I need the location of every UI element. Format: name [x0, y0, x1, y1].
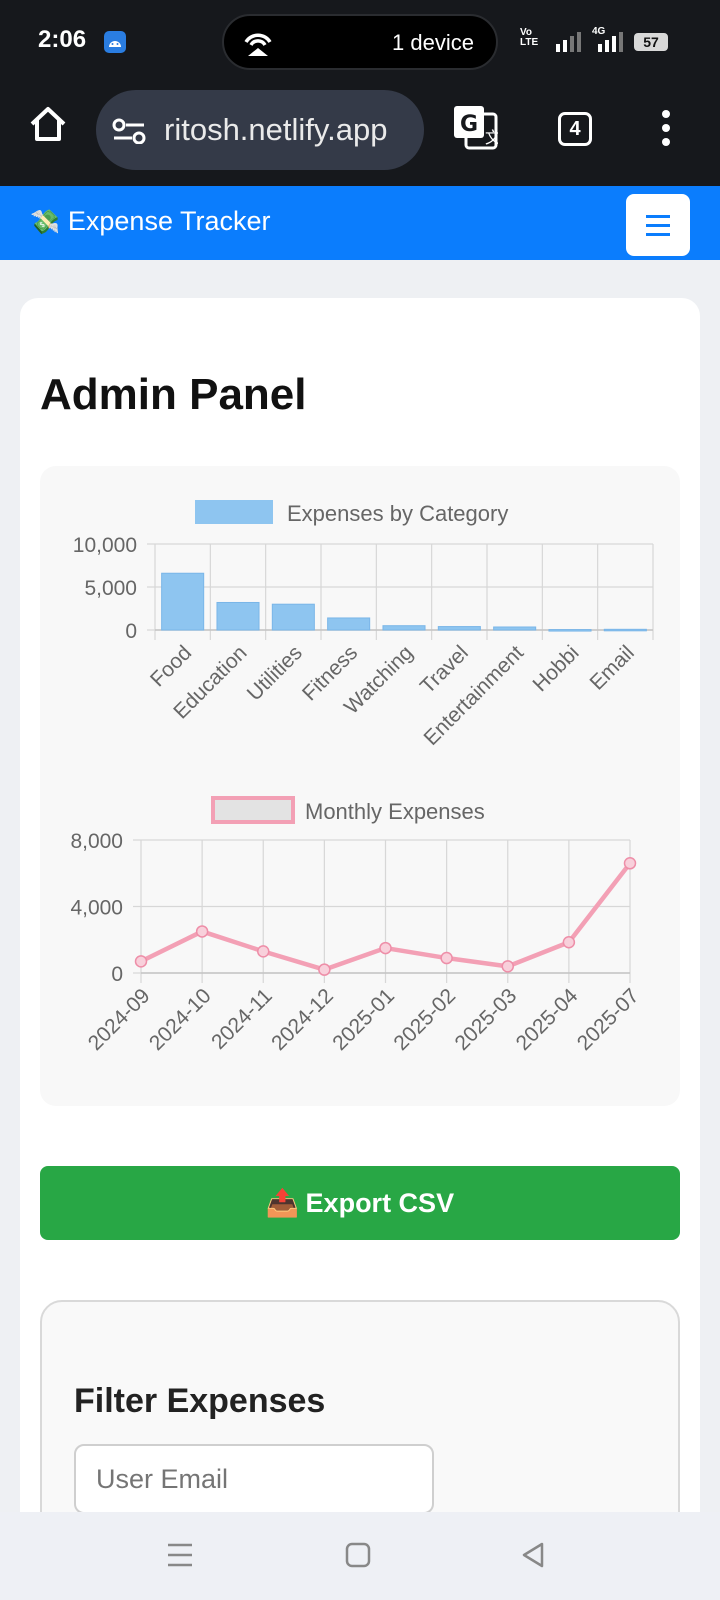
translate-icon[interactable]: G 文 [452, 104, 498, 150]
x-tick-label: 2025-01 [328, 984, 399, 1055]
y-tick-label: 10,000 [73, 534, 137, 557]
bar [603, 628, 647, 632]
x-tick-label: Hobbi [528, 641, 583, 696]
signal-icon [556, 32, 581, 52]
data-point [562, 935, 576, 949]
browser-toolbar: ritosh.netlify.app G 文 4 [0, 82, 720, 186]
bar [437, 626, 481, 631]
data-point [623, 857, 637, 870]
bar [271, 603, 315, 631]
bar [216, 601, 260, 631]
home-icon[interactable] [28, 104, 68, 144]
legend-swatch [211, 796, 295, 824]
legend-label: Expenses by Category [287, 501, 508, 526]
volte-indicator: Vo LTE [520, 28, 538, 48]
user-email-input[interactable] [74, 1444, 434, 1514]
hamburger-icon [646, 215, 670, 218]
data-point [134, 955, 148, 968]
money-icon: 💸 [30, 209, 60, 236]
address-bar[interactable]: ritosh.netlify.app [96, 90, 424, 170]
x-tick-label: 2025-02 [389, 984, 460, 1055]
status-time: 2:06 [38, 26, 87, 53]
volte-label: Vo [520, 27, 533, 38]
bar [161, 572, 205, 631]
bar [327, 617, 371, 631]
export-label: Export CSV [305, 1188, 455, 1218]
back-icon[interactable] [520, 1541, 546, 1569]
tabs-icon[interactable]: 4 [558, 112, 592, 146]
brand[interactable]: 💸 Expense Tracker [30, 206, 270, 237]
x-tick-label: 2024-11 [207, 984, 277, 1054]
brand-title: Expense Tracker [67, 206, 271, 236]
data-point [195, 925, 209, 938]
url-text: ritosh.netlify.app [164, 112, 388, 147]
4g-label: 4G [592, 26, 606, 37]
x-tick-label: Entertainment [419, 641, 528, 750]
more-icon[interactable] [662, 110, 672, 152]
x-tick-label: Utilities [243, 641, 307, 705]
admin-card: Admin Panel Expenses by Category 10,000 5,… [20, 298, 700, 1600]
navbar-toggle-button[interactable] [626, 194, 690, 256]
x-tick-label: 2025-03 [451, 984, 522, 1055]
x-tick-label: 2024-09 [84, 984, 155, 1055]
x-tick-label: 2024-10 [145, 984, 216, 1055]
filter-title: Filter Expenses [74, 1382, 326, 1420]
x-tick-label: 2025-07 [573, 984, 644, 1055]
x-tick-label: Food [146, 641, 196, 691]
lte-label: LTE [520, 37, 539, 48]
bar [493, 626, 537, 631]
y-tick-label: 5,000 [84, 577, 137, 600]
legend-label: Monthly Expenses [305, 799, 485, 824]
export-csv-button[interactable]: 📤 Export CSV [40, 1166, 680, 1240]
hotspot-device-count: 1 device [392, 30, 474, 55]
hotspot-pill[interactable]: 1 device [222, 14, 498, 70]
hamburger-line [646, 224, 670, 227]
bar [548, 629, 592, 632]
bar [382, 625, 426, 631]
y-tick-label: 8,000 [70, 830, 123, 853]
status-bar: 2:06 1 device Vo LTE 4G 57 [0, 0, 720, 82]
battery-indicator: 57 [634, 33, 668, 51]
site-settings-icon[interactable] [112, 118, 146, 144]
svg-text:文: 文 [485, 128, 498, 147]
data-point [440, 951, 453, 965]
x-tick-label: 2025-04 [512, 984, 583, 1055]
data-point [501, 960, 514, 973]
charts-svg: Expenses by Category10,0005,0000FoodEduc… [70, 500, 654, 1055]
signal-4g-icon [598, 32, 623, 52]
page-title: Admin Panel [40, 370, 307, 419]
data-point [379, 941, 392, 955]
data-point [257, 945, 270, 958]
hotspot-icon [244, 33, 272, 56]
y-tick-label: 0 [111, 963, 123, 986]
home-square-icon[interactable] [345, 1542, 371, 1568]
x-tick-label: Email [585, 641, 638, 694]
svg-text:G: G [460, 112, 478, 137]
x-tick-label: 2024-12 [267, 984, 338, 1055]
app-navbar: 💸 Expense Tracker [0, 186, 720, 260]
android-app-icon [104, 31, 126, 53]
outbox-icon: 📤 [265, 1188, 300, 1218]
recents-icon[interactable] [166, 1542, 194, 1568]
charts-panel: Expenses by Category 10,000 5,000 0 Food Educ… [40, 466, 680, 1106]
y-tick-label: 4,000 [70, 897, 123, 920]
hamburger-line [646, 233, 670, 236]
system-nav-bar [0, 1512, 720, 1600]
data-point [318, 963, 331, 976]
legend-swatch [195, 500, 273, 524]
y-tick-label: 0 [125, 620, 137, 643]
